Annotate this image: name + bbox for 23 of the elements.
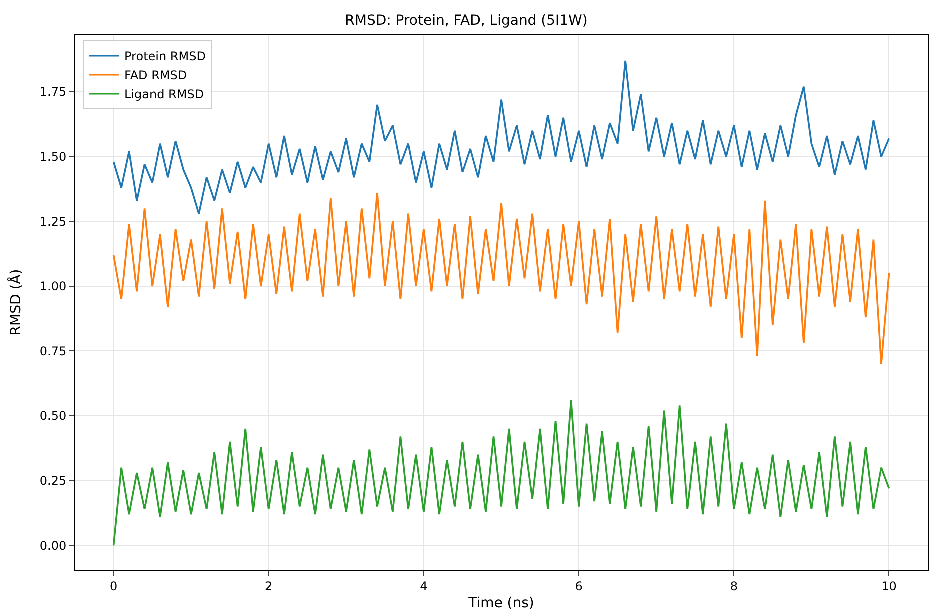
legend-label: Ligand RMSD [124,88,204,102]
y-tick-label: 1.50 [40,150,67,164]
legend-label: Protein RMSD [124,50,206,64]
chart-title: RMSD: Protein, FAD, Ligand (5I1W) [345,13,588,30]
x-tick-label: 0 [110,579,118,594]
x-axis-title: Time (ns) [468,596,534,612]
x-tick-label: 2 [265,579,273,594]
line-series [112,400,890,547]
y-axis-title: RMSD (Å) [7,269,24,336]
y-tick-label: 0.50 [40,409,67,424]
line-series [112,192,890,366]
y-tick-label: 1.00 [40,280,67,294]
y-tick-label: 0.00 [40,538,67,553]
y-tick-label: 0.75 [40,344,67,358]
y-tick-label: 1.25 [40,214,67,229]
y-tick-label: 0.25 [40,474,67,488]
y-tick-label: 1.75 [40,85,67,100]
x-tick-label: 4 [420,579,428,594]
line-series [112,60,890,215]
x-tick-label: 10 [882,579,897,594]
legend-label: FAD RMSD [124,68,188,83]
x-tick-label: 8 [730,579,738,594]
x-tick-label: 6 [575,579,583,594]
